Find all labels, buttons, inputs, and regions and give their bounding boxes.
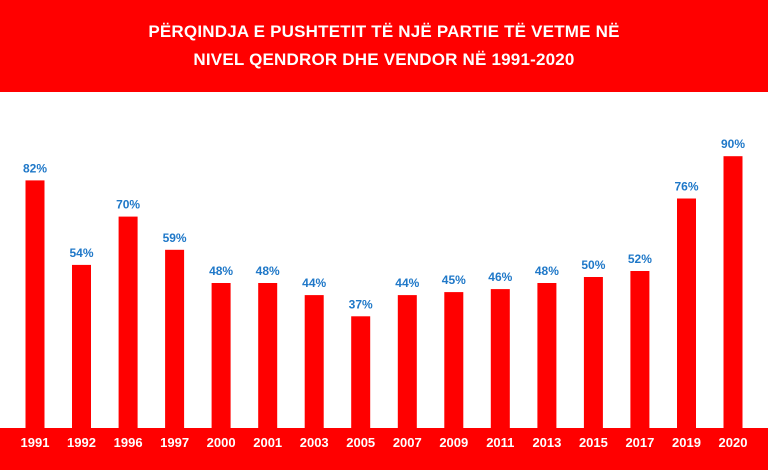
x-tick-label-1992: 1992 <box>67 435 96 450</box>
x-tick-label-2017: 2017 <box>625 435 654 450</box>
bar-1997 <box>165 249 185 428</box>
bar-2015 <box>583 277 603 428</box>
data-label-1991: 82% <box>23 161 47 175</box>
bar-2000 <box>211 283 231 428</box>
data-label-2000: 48% <box>209 264 233 278</box>
x-tick-label-2013: 2013 <box>532 435 561 450</box>
data-label-2009: 45% <box>442 273 466 287</box>
x-tick-label-2015: 2015 <box>579 435 608 450</box>
data-label-2003: 44% <box>302 276 326 290</box>
chart-title-line-1: PËRQINDJA E PUSHTETIT TË NJË PARTIE TË V… <box>148 22 620 41</box>
x-tick-label-2001: 2001 <box>253 435 282 450</box>
data-label-2013: 48% <box>535 264 559 278</box>
data-label-2005: 37% <box>349 297 373 311</box>
bar-2003 <box>304 295 324 428</box>
bar-1991 <box>25 180 45 428</box>
bar-1992 <box>72 264 91 428</box>
data-label-2017: 52% <box>628 252 652 266</box>
bar-2001 <box>258 283 278 428</box>
data-label-1996: 70% <box>116 198 140 212</box>
data-label-2019: 76% <box>674 180 698 194</box>
x-tick-label-2011: 2011 <box>486 435 514 450</box>
data-label-2007: 44% <box>395 276 419 290</box>
x-tick-label-2000: 2000 <box>207 435 236 450</box>
x-tick-label-1996: 1996 <box>114 435 143 450</box>
data-label-1997: 59% <box>163 231 187 245</box>
bar-1996 <box>118 216 138 428</box>
x-tick-label-2007: 2007 <box>393 435 422 450</box>
x-tick-label-2005: 2005 <box>346 435 375 450</box>
x-tick-label-2009: 2009 <box>439 435 468 450</box>
bar-2020 <box>723 156 743 428</box>
x-axis: 1991 1992 1996 1997 2000 2001 2003 2005 2007 2009… <box>0 428 768 470</box>
data-label-1992: 54% <box>69 246 93 260</box>
bar-2009 <box>444 292 464 428</box>
data-label-2011: 46% <box>488 270 512 284</box>
bar-2019 <box>677 198 696 428</box>
bar-2013 <box>537 283 557 428</box>
data-label-2020: 90% <box>721 137 745 151</box>
bar-2005 <box>351 316 371 428</box>
chart-title-line-2: NIVEL QENDROR DHE VENDOR NË 1991-2020 <box>193 50 575 69</box>
data-label-2015: 50% <box>581 258 605 272</box>
bar-2011 <box>490 289 510 428</box>
bar-chart: 82% 54% 70% 59% 48% 48% 44% 37% 44% 45% 46% 48% 50% 5… <box>23 137 745 428</box>
x-axis-labels: 1991 1992 1996 1997 2000 2001 2003 2005 2007 2009… <box>21 435 748 450</box>
x-tick-label-2003: 2003 <box>300 435 329 450</box>
chart-title: PËRQINDJA E PUSHTETIT TË NJË PARTIE TË V… <box>0 0 768 92</box>
plot-area: 82% 54% 70% 59% 48% 48% 44% 37% 44% 45% 46% 48% 50% 5… <box>0 92 768 428</box>
x-tick-label-2019: 2019 <box>672 435 701 450</box>
bar-2007 <box>397 295 417 428</box>
x-tick-label-2020: 2020 <box>719 435 748 450</box>
x-tick-label-1997: 1997 <box>160 435 189 450</box>
data-label-2001: 48% <box>256 264 280 278</box>
bar-2017 <box>630 271 650 428</box>
x-tick-label-1991: 1991 <box>21 435 50 450</box>
